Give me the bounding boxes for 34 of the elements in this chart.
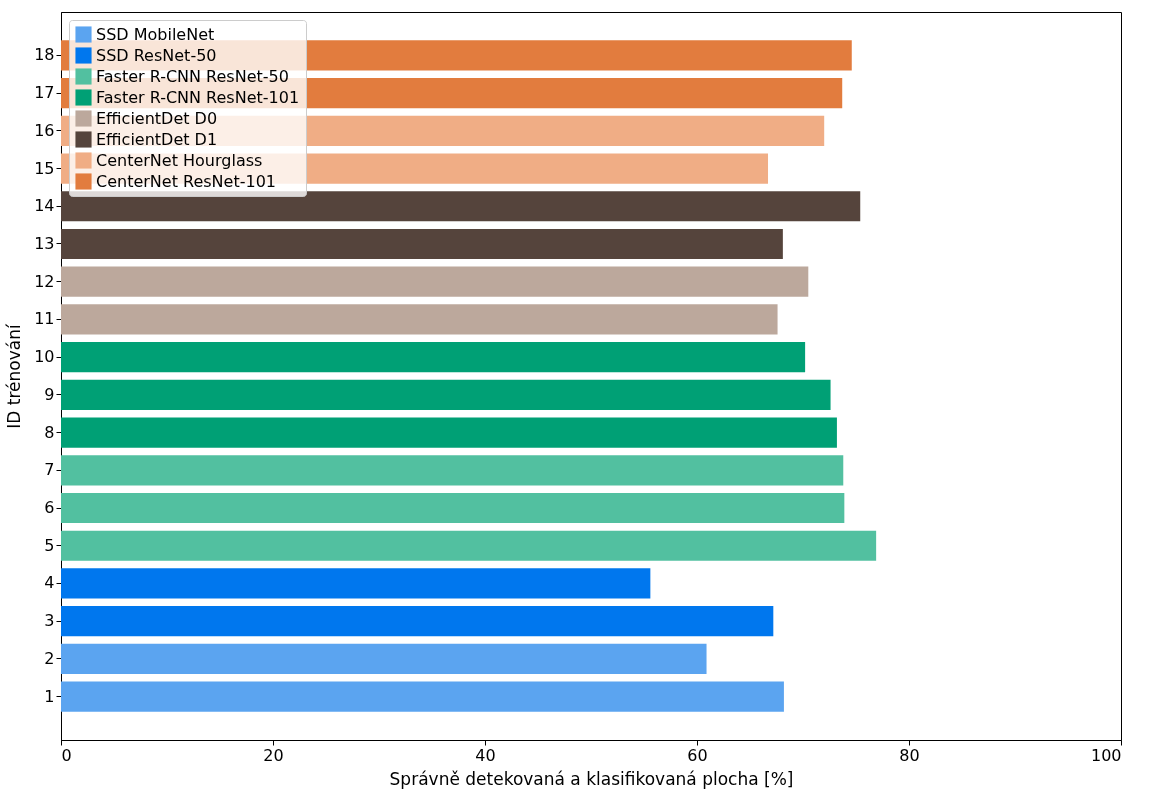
x-tick-label: 20 (263, 745, 284, 765)
y-tick-label: 13 (34, 233, 55, 253)
y-tick-label: 8 (44, 422, 55, 442)
y-tick-label: 14 (34, 196, 55, 216)
x-tick-label: 100 (1090, 745, 1122, 765)
y-tick-label: 1 (44, 686, 55, 706)
y-tick-label: 12 (34, 271, 55, 291)
legend-label: Faster R-CNN ResNet-50 (96, 66, 289, 86)
y-tick-label: 9 (44, 384, 55, 404)
legend-label: SSD ResNet-50 (96, 45, 217, 65)
legend-label: EfficientDet D1 (96, 129, 218, 149)
y-tick-label: 11 (34, 309, 55, 329)
legend-label: CenterNet ResNet-101 (96, 171, 276, 191)
legend-label: SSD MobileNet (96, 24, 215, 44)
y-tick-label: 5 (44, 535, 55, 555)
x-tick-label: 60 (687, 745, 708, 765)
y-tick-label: 3 (44, 611, 55, 631)
legend-label: EfficientDet D0 (96, 108, 218, 128)
x-tick-label: 0 (61, 745, 72, 765)
legend-label: CenterNet Hourglass (96, 150, 263, 170)
x-tick-label: 40 (475, 745, 496, 765)
y-tick-label: 2 (44, 648, 55, 668)
y-tick-label: 7 (44, 460, 55, 480)
y-tick-label: 15 (34, 158, 55, 178)
y-tick-label: 16 (34, 120, 55, 140)
y-tick-label: 4 (44, 573, 55, 593)
y-tick-label: 17 (34, 83, 55, 103)
y-tick-label: 6 (44, 498, 55, 518)
x-axis-title: Správně detekovaná a klasifikovaná plocha [%] (389, 768, 794, 789)
legend-label: Faster R-CNN ResNet-101 (96, 87, 300, 107)
y-tick-label: 10 (34, 347, 55, 367)
x-tick-label: 80 (899, 745, 920, 765)
y-axis-title: ID trénování (4, 323, 25, 429)
y-tick-label: 18 (34, 45, 55, 65)
